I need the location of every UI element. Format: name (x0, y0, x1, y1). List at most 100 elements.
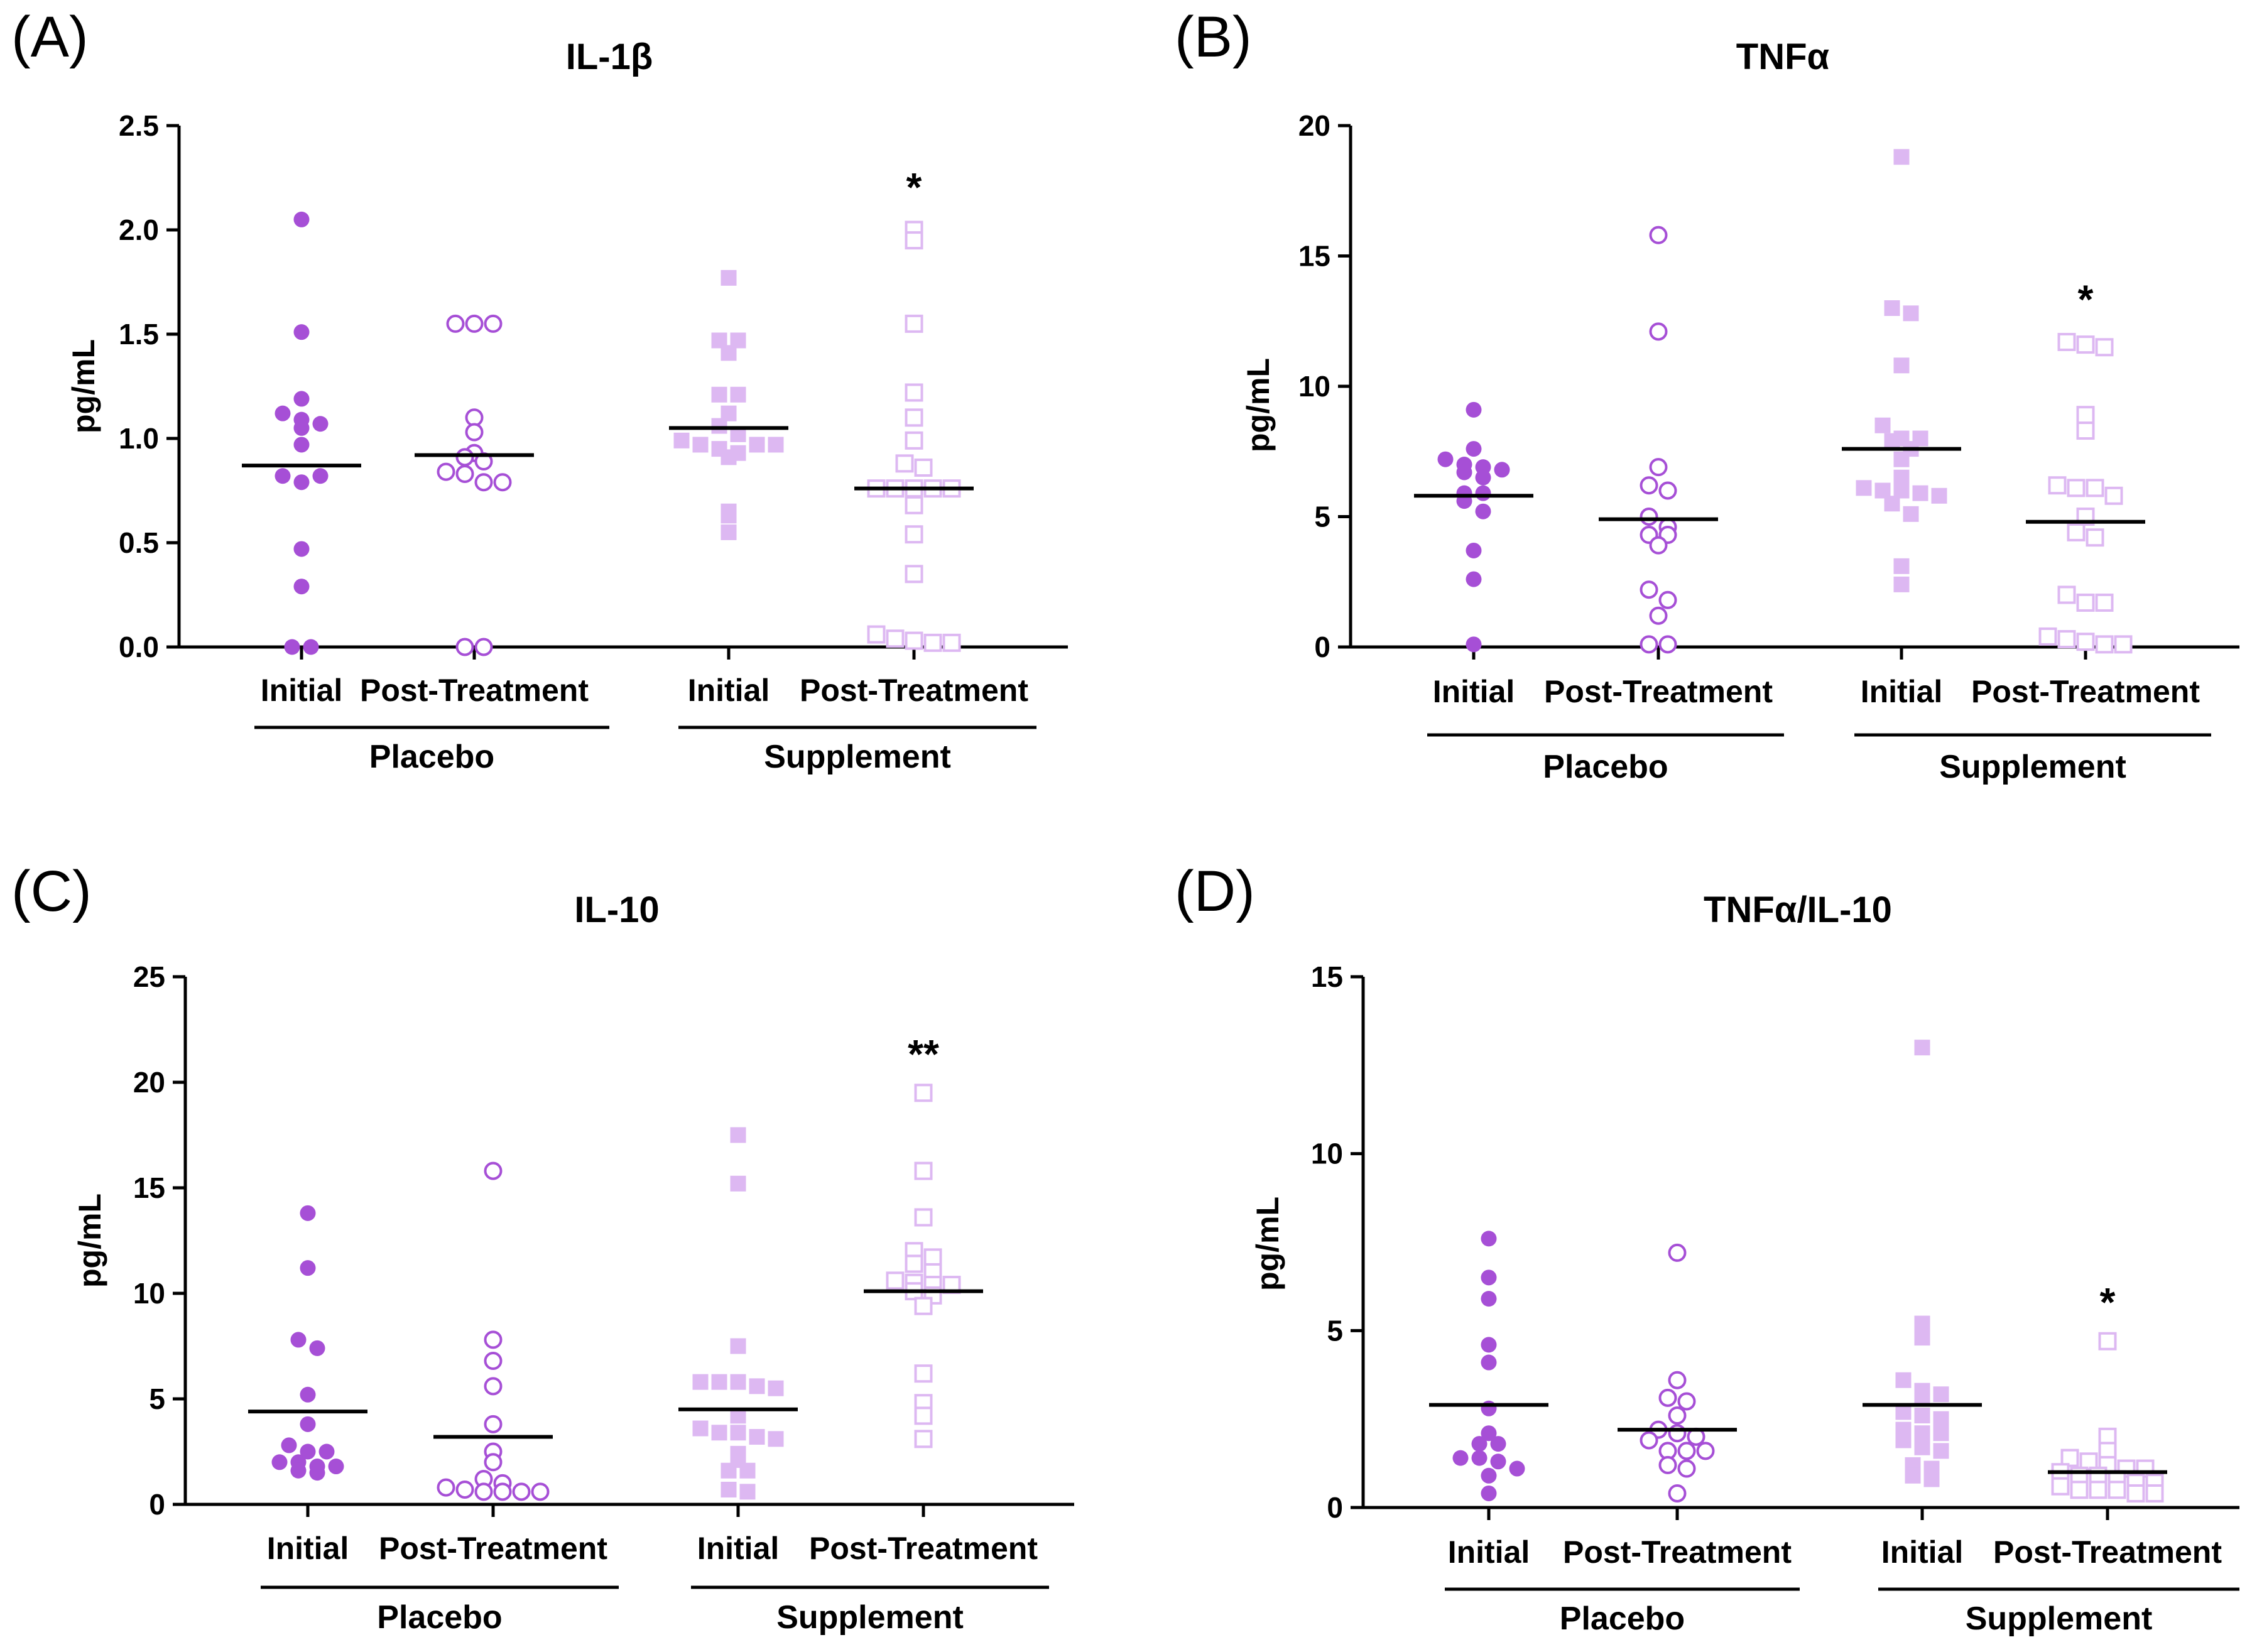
data-point (1914, 1315, 1930, 1332)
data-point (1475, 485, 1491, 501)
data-point (914, 458, 933, 477)
data-point (1490, 1436, 1506, 1452)
data-point (1481, 1467, 1497, 1484)
data-point (484, 1352, 503, 1371)
data-point (300, 1416, 316, 1432)
data-point (1640, 635, 1658, 654)
data-point (1914, 1425, 1930, 1442)
data-point (1640, 508, 1658, 526)
panel-d: (D) TNFα/IL-10 pg/mL 0 5 10 15 Initial Post-Trea… (1175, 859, 2239, 1637)
data-point (711, 386, 727, 403)
series-placebo-initial (1414, 401, 1533, 653)
data-point (1895, 1432, 1912, 1448)
group-label: Supplement (1966, 1600, 2153, 1637)
data-point (1475, 503, 1491, 519)
data-point (465, 423, 484, 442)
data-point (455, 1480, 474, 1499)
data-point (692, 437, 709, 453)
data-point (905, 496, 923, 514)
data-point (905, 631, 923, 650)
data-point (1481, 1354, 1497, 1371)
x-category-label: Post-Treatment (379, 1531, 607, 1566)
y-tick-label: 0.5 (119, 526, 159, 559)
x-category-label: Post-Treatment (360, 673, 589, 708)
data-point (895, 454, 914, 473)
x-category-label: Initial (1861, 674, 1943, 709)
data-point (914, 1084, 933, 1102)
data-point (1481, 1485, 1497, 1501)
data-point (2070, 1481, 2089, 1499)
significance-marker: ** (908, 1031, 939, 1077)
data-point (1668, 1406, 1687, 1425)
data-point (1649, 226, 1668, 244)
data-point (1668, 1243, 1687, 1262)
data-point (2076, 335, 2095, 354)
data-point (1884, 433, 1900, 449)
data-point (1640, 580, 1658, 599)
panel-title: IL-1β (566, 36, 653, 77)
data-point (1640, 1431, 1658, 1450)
data-point (465, 314, 484, 333)
series-supplement-post-treatment: * (854, 165, 974, 652)
data-point (2086, 479, 2104, 497)
data-point (867, 625, 886, 644)
data-point (730, 1175, 746, 1192)
data-point (692, 1374, 709, 1390)
data-point (1884, 300, 1900, 316)
data-point (2095, 338, 2114, 357)
data-point (905, 231, 923, 250)
data-point (2108, 1481, 2126, 1499)
panel-title: TNFα (1736, 36, 1830, 77)
x-category-label: Post-Treatment (809, 1531, 1038, 1566)
data-point (1914, 1439, 1930, 1455)
data-point (2098, 1332, 2117, 1350)
data-point (730, 386, 746, 403)
data-point (739, 1462, 756, 1479)
series-placebo-post-treatment (1618, 1243, 1737, 1503)
data-point (1893, 576, 1910, 592)
data-point (300, 1386, 316, 1403)
data-point (1649, 458, 1668, 477)
data-point (2057, 630, 2076, 649)
data-point (1466, 571, 1482, 587)
data-point (1466, 401, 1482, 418)
x-category-label: Post-Treatment (800, 673, 1028, 708)
data-point (1914, 1408, 1930, 1424)
data-point (1677, 1459, 1696, 1478)
data-point (905, 314, 923, 333)
y-tick-label: 10 (133, 1277, 165, 1310)
data-point (1509, 1460, 1525, 1477)
data-point (2095, 635, 2114, 654)
group-label: Placebo (369, 739, 494, 775)
data-point (437, 462, 455, 481)
data-point (749, 1378, 765, 1394)
x-category-label: Initial (1433, 674, 1515, 709)
data-point (905, 565, 923, 584)
group-label: Placebo (1543, 749, 1668, 785)
data-point (293, 579, 310, 595)
significance-marker: * (2100, 1280, 2116, 1325)
group-label: Placebo (377, 1599, 502, 1636)
data-point (2114, 635, 2133, 654)
data-point (455, 448, 474, 467)
data-point (1903, 506, 1919, 522)
x-category-label: Initial (1881, 1535, 1964, 1570)
data-point (309, 1340, 325, 1356)
y-tick-label: 25 (133, 960, 165, 993)
data-point (2076, 593, 2095, 612)
x-category-label: Initial (267, 1531, 349, 1566)
data-point (692, 1420, 709, 1437)
data-point (673, 432, 690, 448)
data-point (730, 1374, 746, 1390)
data-point (1893, 558, 1910, 574)
data-point (1933, 1411, 1949, 1427)
data-point (721, 449, 737, 465)
data-point (1649, 322, 1668, 341)
data-point (484, 1161, 503, 1180)
data-point (1884, 496, 1900, 512)
data-point (1668, 1484, 1687, 1503)
data-point (1481, 1400, 1497, 1416)
panel-c: (C) IL-10 pg/mL 0 5 10 15 20 25 Initial Post-Treat… (11, 859, 1074, 1636)
data-point (2067, 479, 2086, 497)
